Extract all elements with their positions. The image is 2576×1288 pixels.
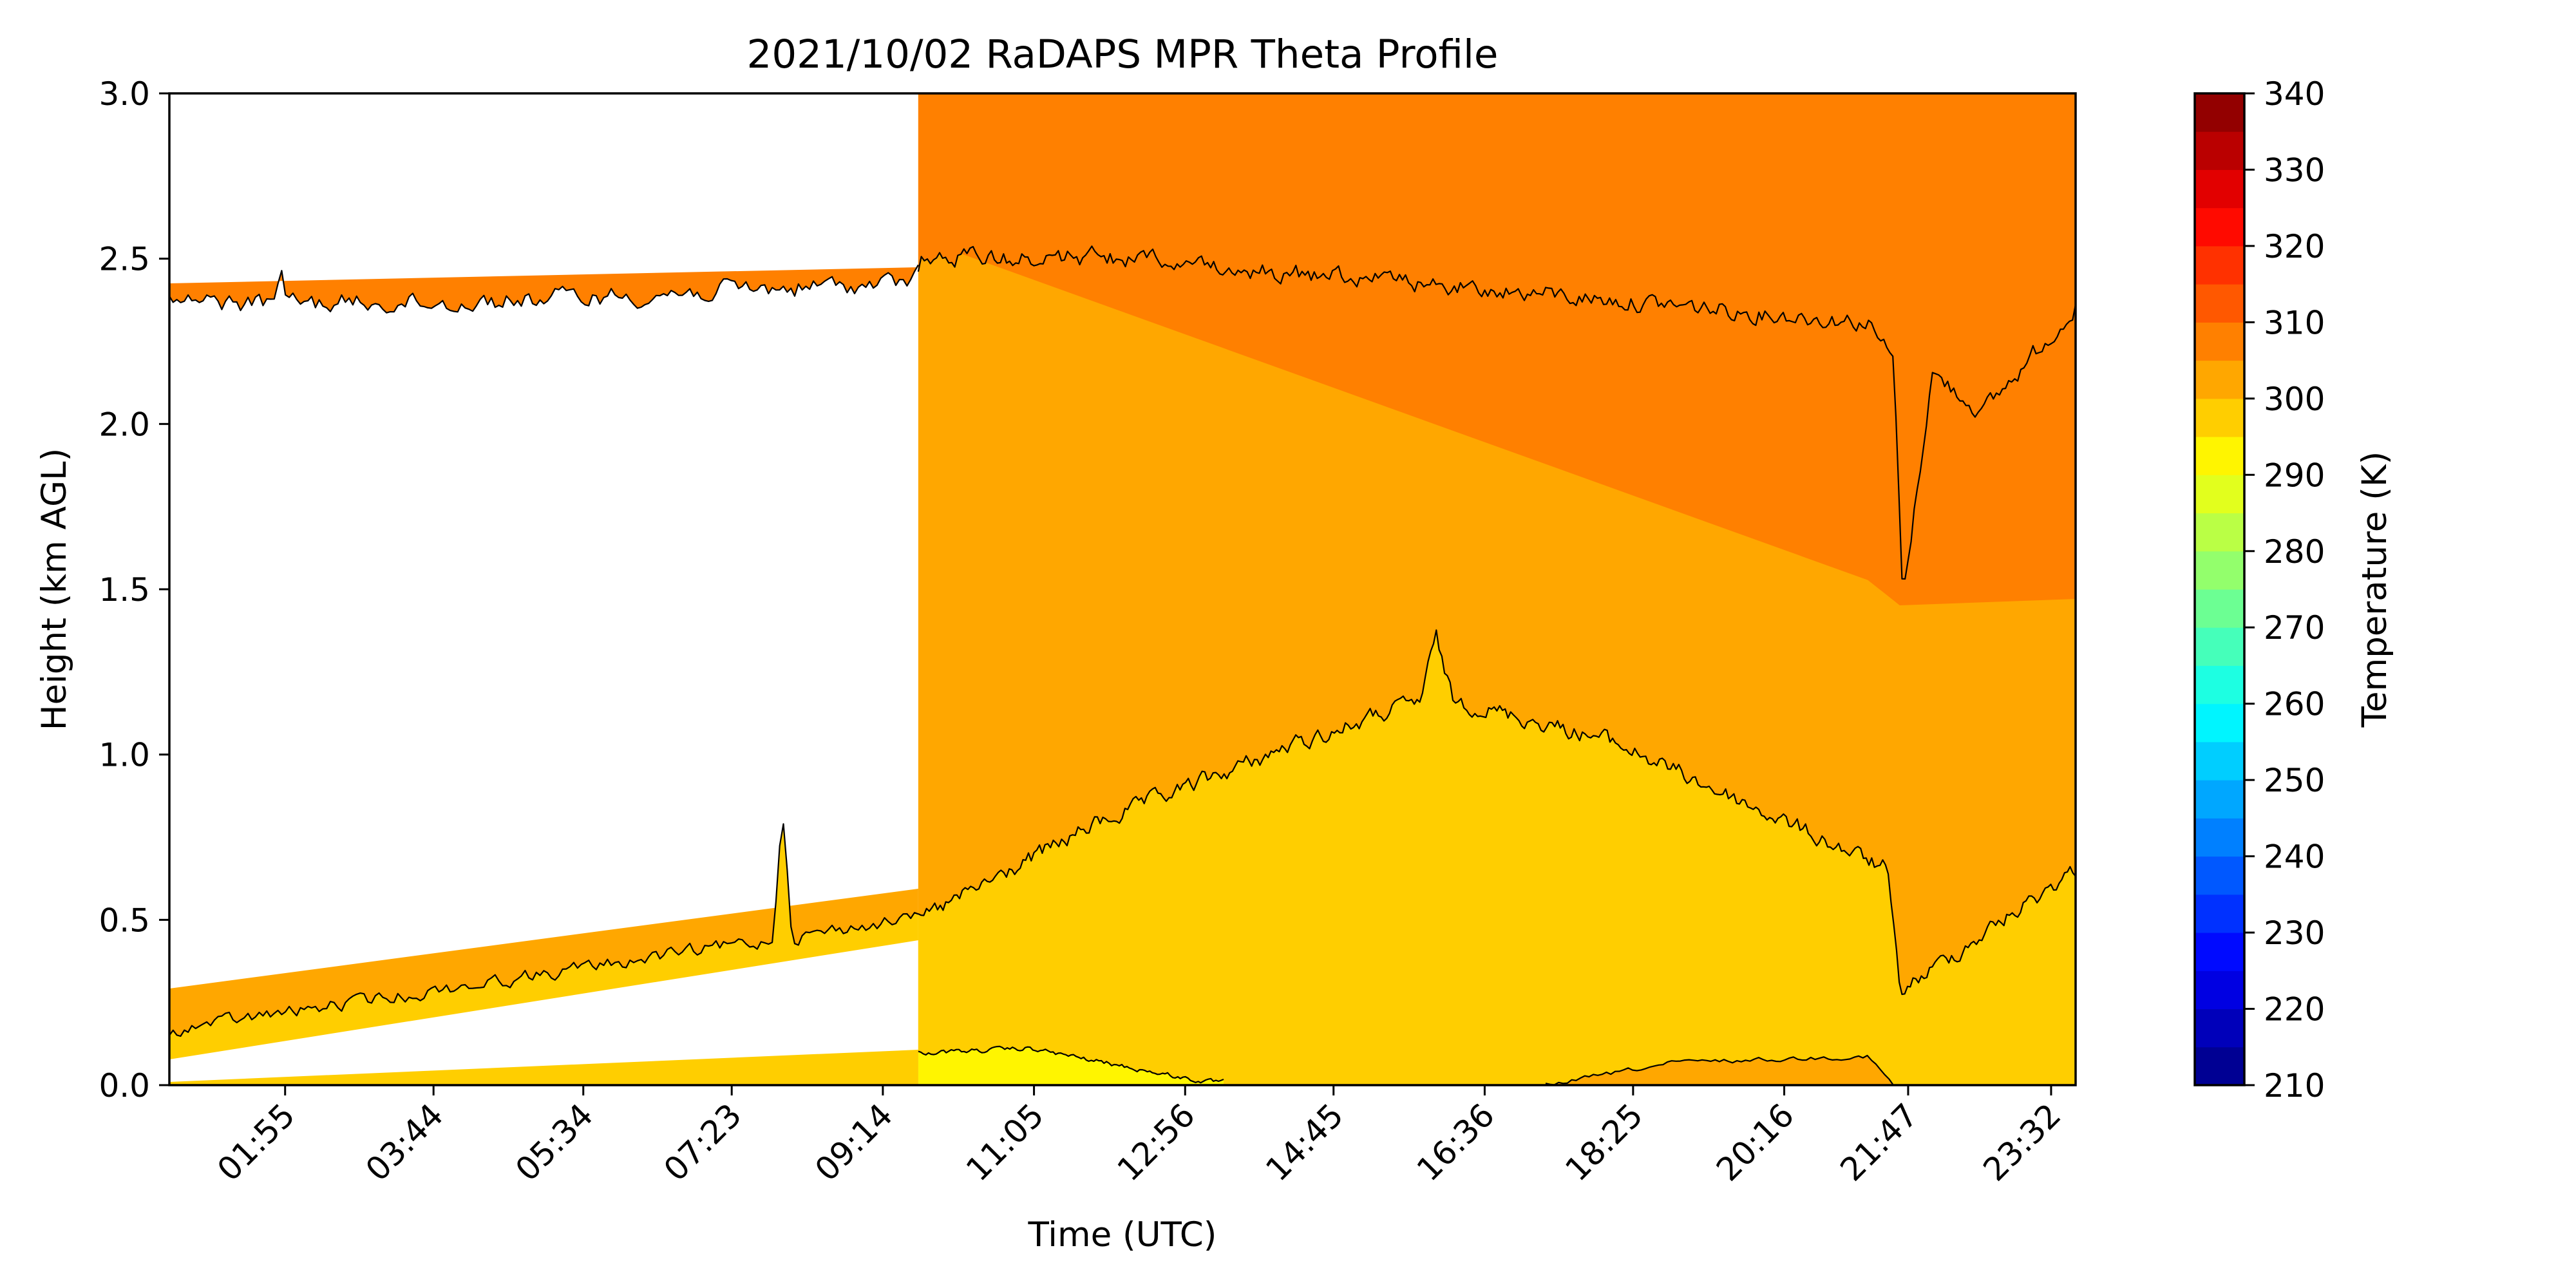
colorbar-swatch-335 <box>2195 93 2244 132</box>
x-tick-label-7: 14:45 <box>1258 1096 1350 1188</box>
x-tick-label-3: 07:23 <box>657 1096 749 1188</box>
colorbar-tick-label-6: 270 <box>2264 609 2325 647</box>
colorbar-label: Temperature (K) <box>2355 451 2394 728</box>
colorbar-swatch-300 <box>2195 360 2244 399</box>
colorbar-tick-label-3: 240 <box>2264 838 2325 876</box>
field-band-pregap-mid <box>169 824 918 1036</box>
colorbar-swatch-275 <box>2195 551 2244 590</box>
colorbar-frame <box>2193 92 2246 1086</box>
colorbar-swatch-215 <box>2195 1009 2244 1048</box>
field-band-305-310-top <box>918 93 2076 579</box>
colorbar-swatch-245 <box>2195 780 2244 819</box>
colorbar-tick-label-10: 310 <box>2264 304 2325 341</box>
colorbar-tick-label-7: 280 <box>2264 533 2325 571</box>
colorbar-swatch-255 <box>2195 703 2244 743</box>
colorbar-tick-label-12: 330 <box>2264 151 2325 189</box>
field-band-surface-warm <box>1546 1056 1893 1085</box>
colorbar-swatch-290 <box>2195 437 2244 475</box>
y-tick-label-3: 1.5 <box>99 571 150 609</box>
y-axis-label: Height (km AGL) <box>35 448 74 731</box>
colorbar-swatch-315 <box>2195 245 2244 285</box>
x-tick-label-2: 05:34 <box>508 1096 600 1188</box>
field-band-305-310-wedge <box>918 213 1900 605</box>
colorbar-swatch-270 <box>2195 589 2244 628</box>
x-axis-label: Time (UTC) <box>1028 1215 1217 1255</box>
colorbar-swatch-280 <box>2195 513 2244 552</box>
colorbar-swatch-310 <box>2195 284 2244 323</box>
colorbar-swatch-265 <box>2195 627 2244 666</box>
x-tick-label-12: 23:32 <box>1976 1096 2069 1188</box>
colorbar-swatch-225 <box>2195 933 2244 971</box>
chart-title: 2021/10/02 RaDAPS MPR Theta Profile <box>747 32 1499 77</box>
colorbar-tick-label-8: 290 <box>2264 457 2325 494</box>
colorbar-swatch-230 <box>2195 894 2244 933</box>
x-tick-label-10: 20:16 <box>1709 1096 1801 1188</box>
y-tick-label-1: 0.5 <box>99 902 150 939</box>
x-tick-label-9: 18:25 <box>1558 1096 1650 1188</box>
y-tick-label-4: 2.0 <box>99 406 150 443</box>
colorbar: 210 220 230 240 250 260 270 280 290 300 310 320 330 3… <box>2193 75 2325 1104</box>
y-tick-label-0: 0.0 <box>99 1067 150 1104</box>
x-tick-label-0: 01:55 <box>210 1096 302 1188</box>
y-tick-label-2: 1.0 <box>99 737 150 774</box>
colorbar-swatch-285 <box>2195 475 2244 514</box>
x-tick-label-5: 11:05 <box>959 1096 1051 1188</box>
contour-line-4 <box>1545 1054 1894 1086</box>
colorbar-swatch-250 <box>2195 741 2244 781</box>
colorbar-swatch-295 <box>2195 398 2244 437</box>
colorbar-tick-label-13: 340 <box>2264 75 2325 113</box>
colorbar-swatch-220 <box>2195 971 2244 1010</box>
contour-line-6 <box>169 823 919 1037</box>
colorbar-swatch-210 <box>2195 1046 2244 1086</box>
colorbar-swatch-330 <box>2195 131 2244 170</box>
field-band-pregap-surface <box>169 1050 918 1085</box>
field-band-290-295 <box>918 1046 1224 1085</box>
colorbar-swatch-305 <box>2195 322 2244 361</box>
y-tick-label-5: 2.5 <box>99 241 150 278</box>
y-axis: 0.0 0.5 1.0 1.5 2.0 2.5 3.0 <box>99 75 169 1104</box>
colorbar-tick-label-11: 320 <box>2264 228 2325 265</box>
colorbar-tick-label-5: 260 <box>2264 686 2325 723</box>
x-tick-label-6: 12:56 <box>1110 1096 1202 1188</box>
colorbar-tick-label-2: 230 <box>2264 914 2325 952</box>
contour-line-5 <box>169 264 919 314</box>
contour-line-3 <box>918 1045 1224 1084</box>
colorbar-tick-label-9: 300 <box>2264 381 2325 418</box>
x-tick-label-11: 21:47 <box>1833 1096 1926 1188</box>
colorbar-swatch-235 <box>2195 856 2244 895</box>
field-band-pregap-mid-lower <box>169 824 918 1059</box>
colorbar-tick-label-1: 220 <box>2264 991 2325 1028</box>
colorbar-swatch-260 <box>2195 665 2244 705</box>
contour-line-2 <box>918 629 2076 996</box>
x-axis: 01:55 03:44 05:34 07:23 09:14 11:05 12:56 14:45… <box>210 1085 2068 1188</box>
colorbar-swatch-320 <box>2195 207 2244 247</box>
x-tick-label-1: 03:44 <box>359 1096 451 1188</box>
field-band-pregap-upper <box>169 265 918 313</box>
x-tick-label-4: 09:14 <box>808 1096 900 1188</box>
y-tick-label-6: 3.0 <box>99 75 150 113</box>
x-tick-label-8: 16:36 <box>1410 1096 1502 1188</box>
colorbar-swatch-240 <box>2195 818 2244 857</box>
colorbar-tick-label-0: 210 <box>2264 1067 2325 1104</box>
contour-line-1 <box>917 245 2077 580</box>
colorbar-tick-label-4: 250 <box>2264 762 2325 799</box>
plot-area <box>169 93 2077 1086</box>
field-band-295-300 <box>918 630 2076 1085</box>
colorbar-swatch-325 <box>2195 169 2244 209</box>
